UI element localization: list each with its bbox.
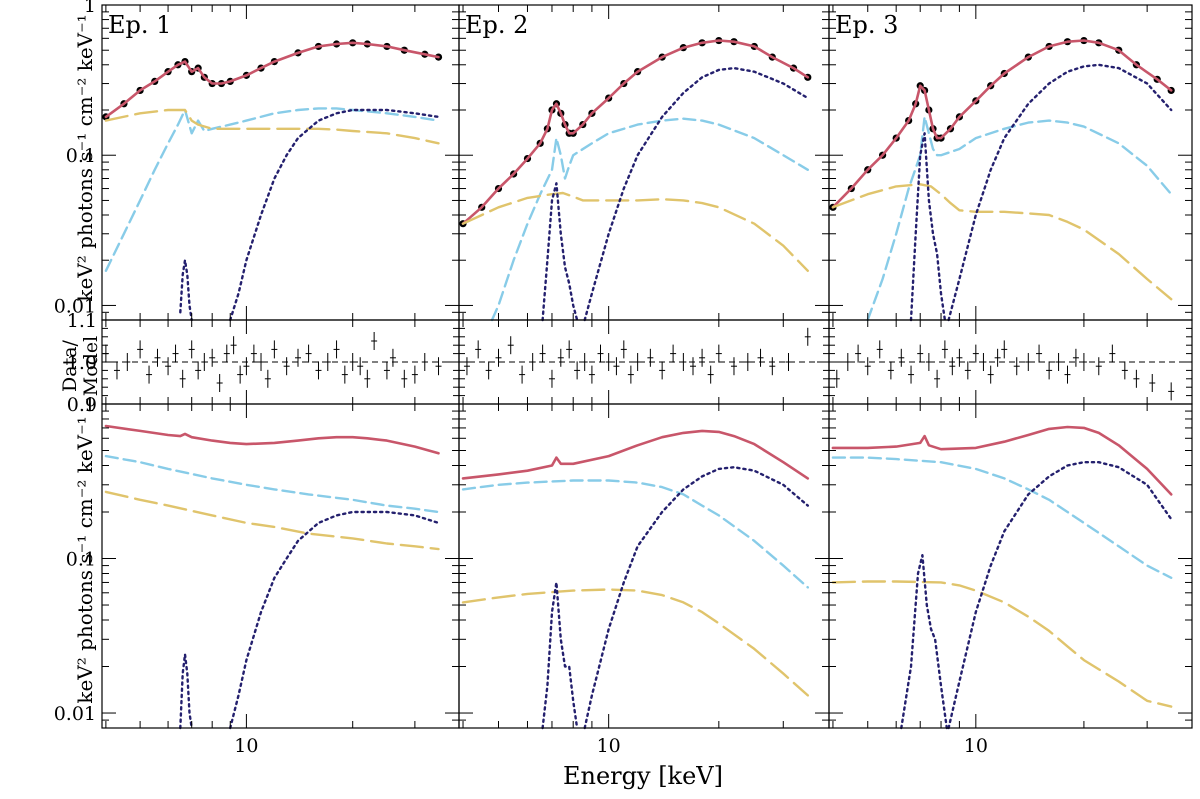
model-ep2-dotted-curve <box>541 581 579 730</box>
model-ep3-longdash-curve <box>831 580 1173 708</box>
y-tick-label: 1.0 <box>67 352 97 374</box>
model-frame-ep2 <box>458 403 830 729</box>
model-ep2-longdash-curve <box>461 588 809 697</box>
spectrum-panel-ep1 <box>102 39 443 121</box>
x-axis-label: Energy [keV] <box>563 762 723 790</box>
y-tick-label: 0.01 <box>54 703 96 725</box>
y-tick-label: 0.01 <box>54 295 96 317</box>
spectrum-ep1-solid-curve <box>104 41 440 119</box>
spectrum-ep1-longdash-curve <box>104 108 440 145</box>
y-tick-label: 0.9 <box>67 394 97 416</box>
model-ep2-dotted-curve <box>583 466 809 730</box>
y-axis-label-ratio-line2: Model <box>80 336 102 396</box>
epoch-label: Ep. 3 <box>835 11 898 39</box>
model-ep1-solid-curve <box>104 424 440 455</box>
model-ep3-dotted-curve <box>947 461 1173 730</box>
spectrum-ep1-dotted-curve <box>179 259 193 322</box>
spectrum-ep2-solid-curve <box>461 39 810 225</box>
y-axis-label-top: keV² photons s⁻¹ cm⁻² keV⁻¹ <box>73 14 97 301</box>
model-frame-ep1 <box>101 403 460 729</box>
spectrum-ep1-dotted-curve <box>228 108 440 322</box>
spectrum-ep3-dotted-curve <box>909 132 947 322</box>
spectrum-ep1-dashed-curve <box>104 107 440 272</box>
x-tick-label: 10 <box>597 735 621 757</box>
model-ep3-solid-curve <box>831 425 1173 496</box>
spectrum-ep3-dotted-curve <box>947 63 1173 322</box>
model-ep3-dashed-curve <box>831 456 1173 579</box>
epoch-label: Ep. 2 <box>465 11 528 39</box>
model-frame-ep3 <box>828 403 1193 729</box>
model-ep1-dotted-curve <box>179 653 193 730</box>
y-axis-label-bottom: keV² photons s⁻¹ cm⁻² keV⁻¹ <box>73 416 97 703</box>
y-tick-label: 0.1 <box>66 145 96 167</box>
spectrum-frame-ep2 <box>458 4 830 321</box>
y-axis-label-ratio-line1: Data/ <box>59 339 81 392</box>
y-tick-label: 1 <box>84 394 96 416</box>
x-tick-label: 10 <box>234 735 258 757</box>
spectrum-ep3-solid-curve <box>831 39 1173 209</box>
spectrum-ep2-dashed-curve <box>490 117 809 322</box>
spectrum-ep2-dotted-curve <box>541 182 579 322</box>
y-tick-label: 1 <box>84 0 96 17</box>
spectrum-ep3-longdash-curve <box>831 183 1173 301</box>
y-tick-label: 1.1 <box>67 310 97 332</box>
spectrum-panel-ep3 <box>829 36 1175 211</box>
model-ep2-dashed-curve <box>461 479 809 589</box>
spectrum-panel-ep2 <box>459 36 812 228</box>
panels: 0.01 0.1 1 Ep. 1 Ep. 2 Ep. 3 0.9 1.0 1.1 10 0.01 0.… <box>54 0 1193 757</box>
spectrum-ep2-longdash-curve <box>461 191 809 272</box>
model-ep3-dotted-curve <box>900 554 948 730</box>
model-ep1-longdash-curve <box>104 490 440 551</box>
y-tick-label: 0.1 <box>66 549 96 571</box>
spectrum-ep2-dotted-curve <box>583 66 809 322</box>
spectrum-frame-ep3 <box>828 4 1193 321</box>
epoch-label: Ep. 1 <box>108 11 171 39</box>
x-tick-label: 10 <box>964 735 988 757</box>
model-ep2-solid-curve <box>461 429 810 480</box>
model-ep1-dashed-curve <box>104 454 440 514</box>
spectrum-ep3-dashed-curve <box>866 115 1173 322</box>
